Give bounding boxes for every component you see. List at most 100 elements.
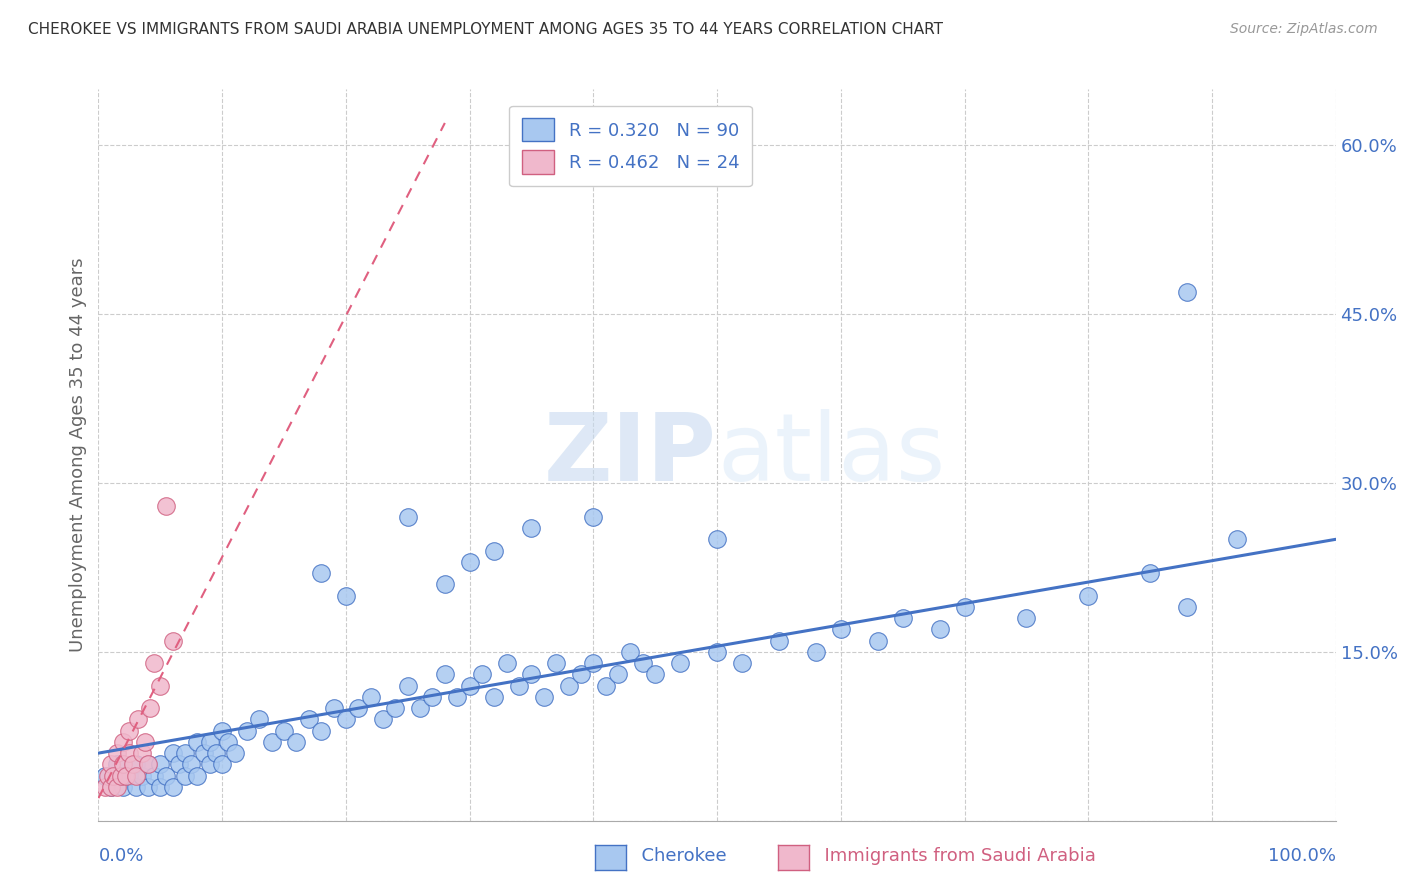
- Text: CHEROKEE VS IMMIGRANTS FROM SAUDI ARABIA UNEMPLOYMENT AMONG AGES 35 TO 44 YEARS : CHEROKEE VS IMMIGRANTS FROM SAUDI ARABIA…: [28, 22, 943, 37]
- Point: [180, 757, 202, 772]
- Point: [174, 746, 197, 760]
- Point: [110, 769, 132, 783]
- Point: [557, 679, 579, 693]
- Point: [136, 780, 159, 794]
- Point: [186, 769, 208, 783]
- Point: [731, 656, 754, 670]
- Point: [143, 769, 166, 783]
- Point: [136, 757, 159, 772]
- Point: [112, 735, 135, 749]
- Point: [285, 735, 308, 749]
- Point: [384, 701, 406, 715]
- Point: [396, 509, 419, 524]
- Point: [495, 656, 517, 670]
- Point: [224, 746, 246, 760]
- Point: [136, 757, 159, 772]
- Point: [247, 712, 270, 726]
- Point: [335, 712, 357, 726]
- Point: [198, 735, 221, 749]
- Point: [484, 690, 506, 704]
- Point: [644, 667, 666, 681]
- Point: [607, 667, 630, 681]
- Legend: R = 0.320   N = 90, R = 0.462   N = 24: R = 0.320 N = 90, R = 0.462 N = 24: [509, 105, 752, 186]
- Point: [360, 690, 382, 704]
- Point: [508, 679, 530, 693]
- Point: [928, 623, 950, 637]
- Y-axis label: Unemployment Among Ages 35 to 44 years: Unemployment Among Ages 35 to 44 years: [69, 258, 87, 652]
- Point: [134, 735, 156, 749]
- Point: [217, 735, 239, 749]
- Point: [1077, 589, 1099, 603]
- Point: [174, 769, 197, 783]
- Point: [309, 566, 332, 580]
- Point: [93, 780, 115, 794]
- Text: Source: ZipAtlas.com: Source: ZipAtlas.com: [1230, 22, 1378, 37]
- Point: [582, 509, 605, 524]
- Point: [112, 769, 135, 783]
- Point: [131, 769, 153, 783]
- Point: [162, 746, 184, 760]
- Point: [371, 712, 394, 726]
- Point: [569, 667, 592, 681]
- Point: [93, 769, 115, 783]
- Point: [409, 701, 432, 715]
- Point: [309, 723, 332, 738]
- Point: [124, 769, 146, 783]
- Text: 100.0%: 100.0%: [1268, 847, 1336, 865]
- Point: [97, 769, 120, 783]
- Point: [260, 735, 283, 749]
- Point: [186, 735, 208, 749]
- Point: [458, 679, 481, 693]
- Point: [112, 757, 135, 772]
- Point: [706, 533, 728, 547]
- Point: [347, 701, 370, 715]
- Point: [830, 623, 852, 637]
- Point: [595, 679, 617, 693]
- Point: [149, 757, 172, 772]
- Point: [100, 757, 122, 772]
- Point: [211, 723, 233, 738]
- Point: [804, 645, 827, 659]
- Point: [484, 543, 506, 558]
- Point: [335, 589, 357, 603]
- Point: [458, 555, 481, 569]
- Point: [118, 723, 141, 738]
- Point: [520, 521, 543, 535]
- Point: [582, 656, 605, 670]
- Point: [131, 746, 153, 760]
- Point: [446, 690, 468, 704]
- Point: [114, 769, 136, 783]
- Point: [706, 645, 728, 659]
- Point: [520, 667, 543, 681]
- Point: [112, 780, 135, 794]
- Point: [298, 712, 321, 726]
- Point: [1175, 285, 1198, 299]
- Text: atlas: atlas: [717, 409, 945, 501]
- Point: [193, 746, 215, 760]
- Point: [105, 780, 128, 794]
- Point: [139, 701, 162, 715]
- Point: [396, 679, 419, 693]
- Point: [149, 679, 172, 693]
- Point: [433, 577, 456, 591]
- Point: [100, 780, 122, 794]
- Point: [211, 757, 233, 772]
- Point: [273, 723, 295, 738]
- Point: [205, 746, 228, 760]
- Point: [149, 780, 172, 794]
- Point: [631, 656, 654, 670]
- Point: [155, 499, 177, 513]
- Point: [619, 645, 641, 659]
- Point: [953, 599, 976, 614]
- Point: [866, 633, 889, 648]
- Point: [471, 667, 494, 681]
- Point: [546, 656, 568, 670]
- Point: [127, 712, 149, 726]
- Point: [118, 746, 141, 760]
- Point: [198, 757, 221, 772]
- Point: [122, 757, 145, 772]
- Point: [433, 667, 456, 681]
- Point: [669, 656, 692, 670]
- Text: ZIP: ZIP: [544, 409, 717, 501]
- Point: [124, 757, 146, 772]
